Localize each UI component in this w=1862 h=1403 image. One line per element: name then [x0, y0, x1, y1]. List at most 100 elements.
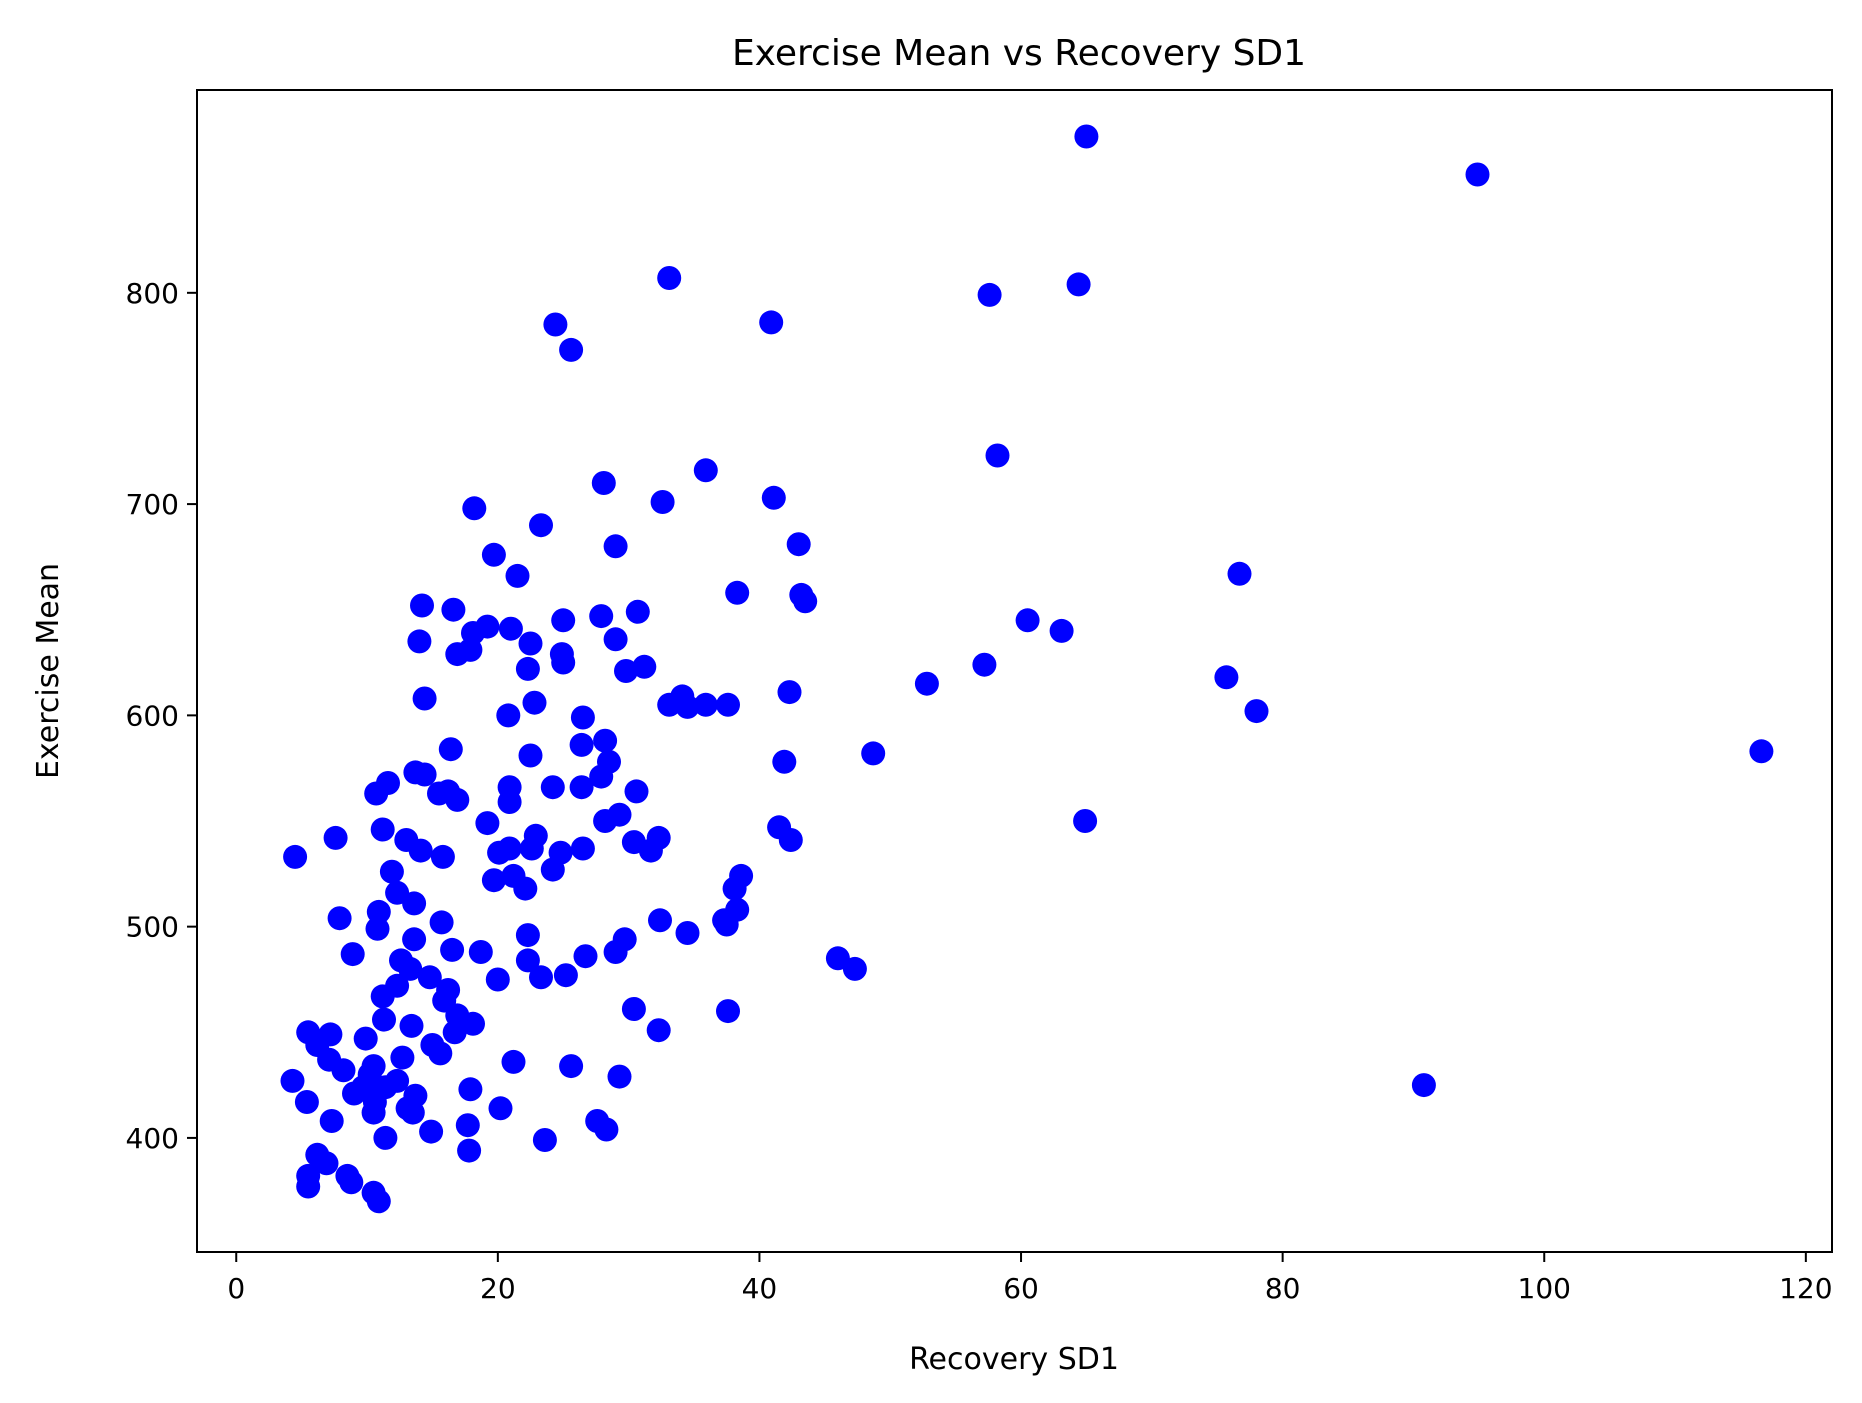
data-point-159 — [607, 1064, 632, 1089]
data-point-111 — [648, 908, 672, 933]
data-point-34 — [407, 629, 432, 654]
data-point-24 — [441, 597, 466, 622]
data-point-76 — [445, 787, 470, 812]
data-point-80 — [607, 802, 632, 827]
data-point-110 — [327, 906, 352, 931]
data-point-59 — [438, 737, 463, 762]
data-point-93 — [430, 844, 455, 869]
data-point-144 — [442, 1020, 467, 1045]
data-point-120 — [340, 942, 365, 967]
x-tick-label: 40 — [742, 1272, 778, 1305]
data-point-157 — [331, 1058, 356, 1083]
data-point-162 — [1411, 1073, 1436, 1098]
data-point-43 — [614, 659, 638, 683]
data-point-4 — [977, 282, 1002, 307]
data-points — [280, 124, 1774, 1214]
data-point-5 — [543, 312, 568, 337]
data-point-103 — [481, 868, 506, 893]
data-point-26 — [589, 604, 614, 629]
data-point-57 — [593, 728, 618, 753]
x-axis-label: Recovery SD1 — [909, 1342, 1119, 1377]
data-point-92 — [408, 838, 433, 863]
data-point-107 — [402, 891, 427, 916]
data-point-42 — [515, 656, 540, 681]
data-point-45 — [914, 671, 939, 696]
data-point-139 — [716, 999, 740, 1024]
data-point-166 — [342, 1081, 366, 1106]
data-point-72 — [540, 775, 565, 800]
data-point-46 — [777, 680, 802, 705]
data-point-161 — [280, 1068, 305, 1093]
data-point-104 — [513, 876, 538, 901]
data-point-99 — [540, 857, 565, 882]
data-point-40 — [972, 652, 997, 677]
data-point-33 — [603, 627, 628, 652]
data-point-54 — [693, 692, 718, 717]
x-tick-label: 120 — [1779, 1272, 1832, 1305]
data-point-41 — [632, 654, 657, 679]
data-point-178 — [455, 1113, 480, 1138]
data-point-100 — [379, 859, 404, 884]
data-point-105 — [722, 876, 747, 901]
data-point-171 — [361, 1100, 386, 1125]
data-point-146 — [646, 1018, 671, 1043]
data-point-23 — [410, 593, 434, 618]
data-point-6 — [759, 310, 784, 335]
data-point-66 — [412, 762, 437, 787]
data-point-3 — [1066, 272, 1091, 297]
data-point-183 — [314, 1151, 339, 1176]
data-point-91 — [570, 836, 595, 861]
data-point-49 — [522, 690, 547, 715]
data-point-84 — [778, 828, 803, 852]
data-point-174 — [319, 1109, 344, 1133]
data-point-176 — [594, 1117, 619, 1142]
data-point-1 — [1465, 162, 1490, 187]
data-point-39 — [551, 650, 576, 675]
data-point-56 — [570, 705, 595, 730]
data-point-53 — [1244, 699, 1269, 724]
data-point-181 — [457, 1138, 482, 1163]
data-point-61 — [861, 741, 886, 766]
data-point-73 — [624, 779, 649, 804]
data-point-98 — [638, 838, 663, 863]
y-tick-label: 500 — [126, 911, 179, 944]
y-axis-label: Exercise Mean — [31, 563, 66, 779]
y-tick-label: 700 — [126, 488, 179, 521]
data-point-186 — [339, 1170, 364, 1195]
data-point-122 — [468, 940, 493, 964]
data-point-35 — [518, 631, 543, 656]
data-point-119 — [402, 927, 427, 952]
y-tick-label: 400 — [126, 1122, 179, 1155]
y-tick-label: 600 — [126, 699, 179, 732]
data-point-0 — [1074, 124, 1099, 149]
data-point-116 — [714, 912, 739, 937]
data-point-2 — [657, 266, 682, 290]
x-tick-label: 60 — [1003, 1272, 1039, 1305]
data-point-28 — [1015, 608, 1040, 633]
data-point-148 — [353, 1026, 378, 1051]
data-point-129 — [553, 963, 578, 988]
data-point-77 — [497, 790, 522, 814]
data-point-170 — [488, 1096, 513, 1121]
data-point-12 — [650, 490, 675, 514]
data-point-52 — [716, 692, 740, 717]
data-point-10 — [591, 471, 616, 495]
data-point-22 — [793, 589, 818, 614]
data-point-126 — [515, 948, 540, 973]
data-point-74 — [569, 775, 594, 800]
data-point-131 — [398, 956, 423, 981]
data-point-132 — [417, 965, 442, 990]
data-point-128 — [842, 956, 867, 981]
data-point-113 — [675, 921, 700, 945]
data-point-55 — [496, 703, 521, 728]
data-point-189 — [366, 1189, 391, 1214]
data-point-94 — [283, 844, 308, 869]
data-point-82 — [1073, 809, 1098, 833]
data-point-19 — [1227, 561, 1252, 586]
data-point-60 — [1749, 739, 1774, 764]
y-axis: 400 500 600 700 800 — [126, 277, 197, 1155]
data-point-151 — [428, 1041, 453, 1066]
data-point-114 — [429, 910, 454, 935]
data-point-16 — [603, 534, 628, 559]
